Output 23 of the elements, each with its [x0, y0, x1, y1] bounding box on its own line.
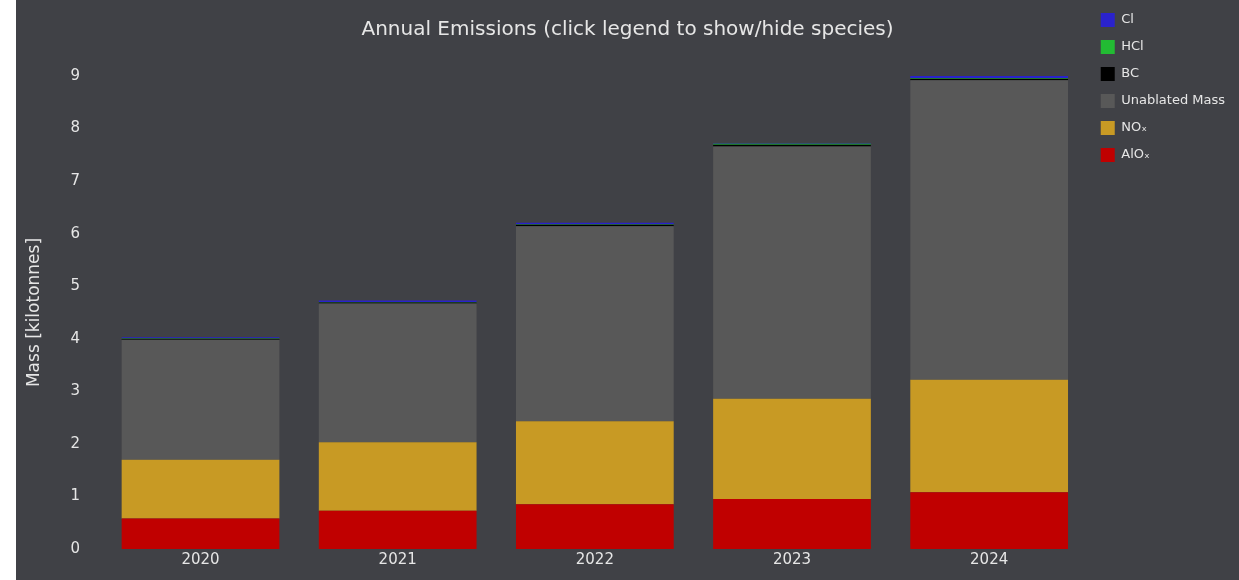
y-tick-label: 9 [70, 65, 80, 84]
legend-label: HCl [1121, 38, 1144, 54]
y-tick-label: 7 [70, 171, 80, 189]
legend-label: Unablated Mass [1121, 92, 1226, 108]
y-tick-label: 0 [70, 538, 80, 557]
legend-label: Cl [1121, 11, 1134, 27]
y-axis-title: Mass [kilotonnes] [22, 237, 43, 388]
chart-title: Annual Emissions (click legend to show/hide species) [361, 16, 894, 41]
y-tick-label: 4 [70, 328, 80, 347]
y-tick-label: 6 [70, 223, 80, 242]
y-tick-label: 8 [70, 118, 80, 137]
legend-label: NOₓ [1121, 119, 1148, 135]
y-tick-label: 2 [70, 433, 80, 452]
y-tick-label: 5 [70, 276, 80, 295]
y-tick-label: 1 [70, 486, 80, 505]
x-tick-label: 2023 [772, 549, 812, 568]
x-tick-label: 2024 [970, 549, 1009, 568]
legend-label: AlOₓ [1121, 146, 1150, 162]
x-tick-label: 2020 [181, 549, 220, 568]
legend-label: BC [1121, 65, 1140, 81]
x-tick-label: 2022 [575, 549, 614, 568]
y-tick-label: 3 [70, 381, 80, 400]
x-tick-label: 2021 [378, 549, 417, 568]
